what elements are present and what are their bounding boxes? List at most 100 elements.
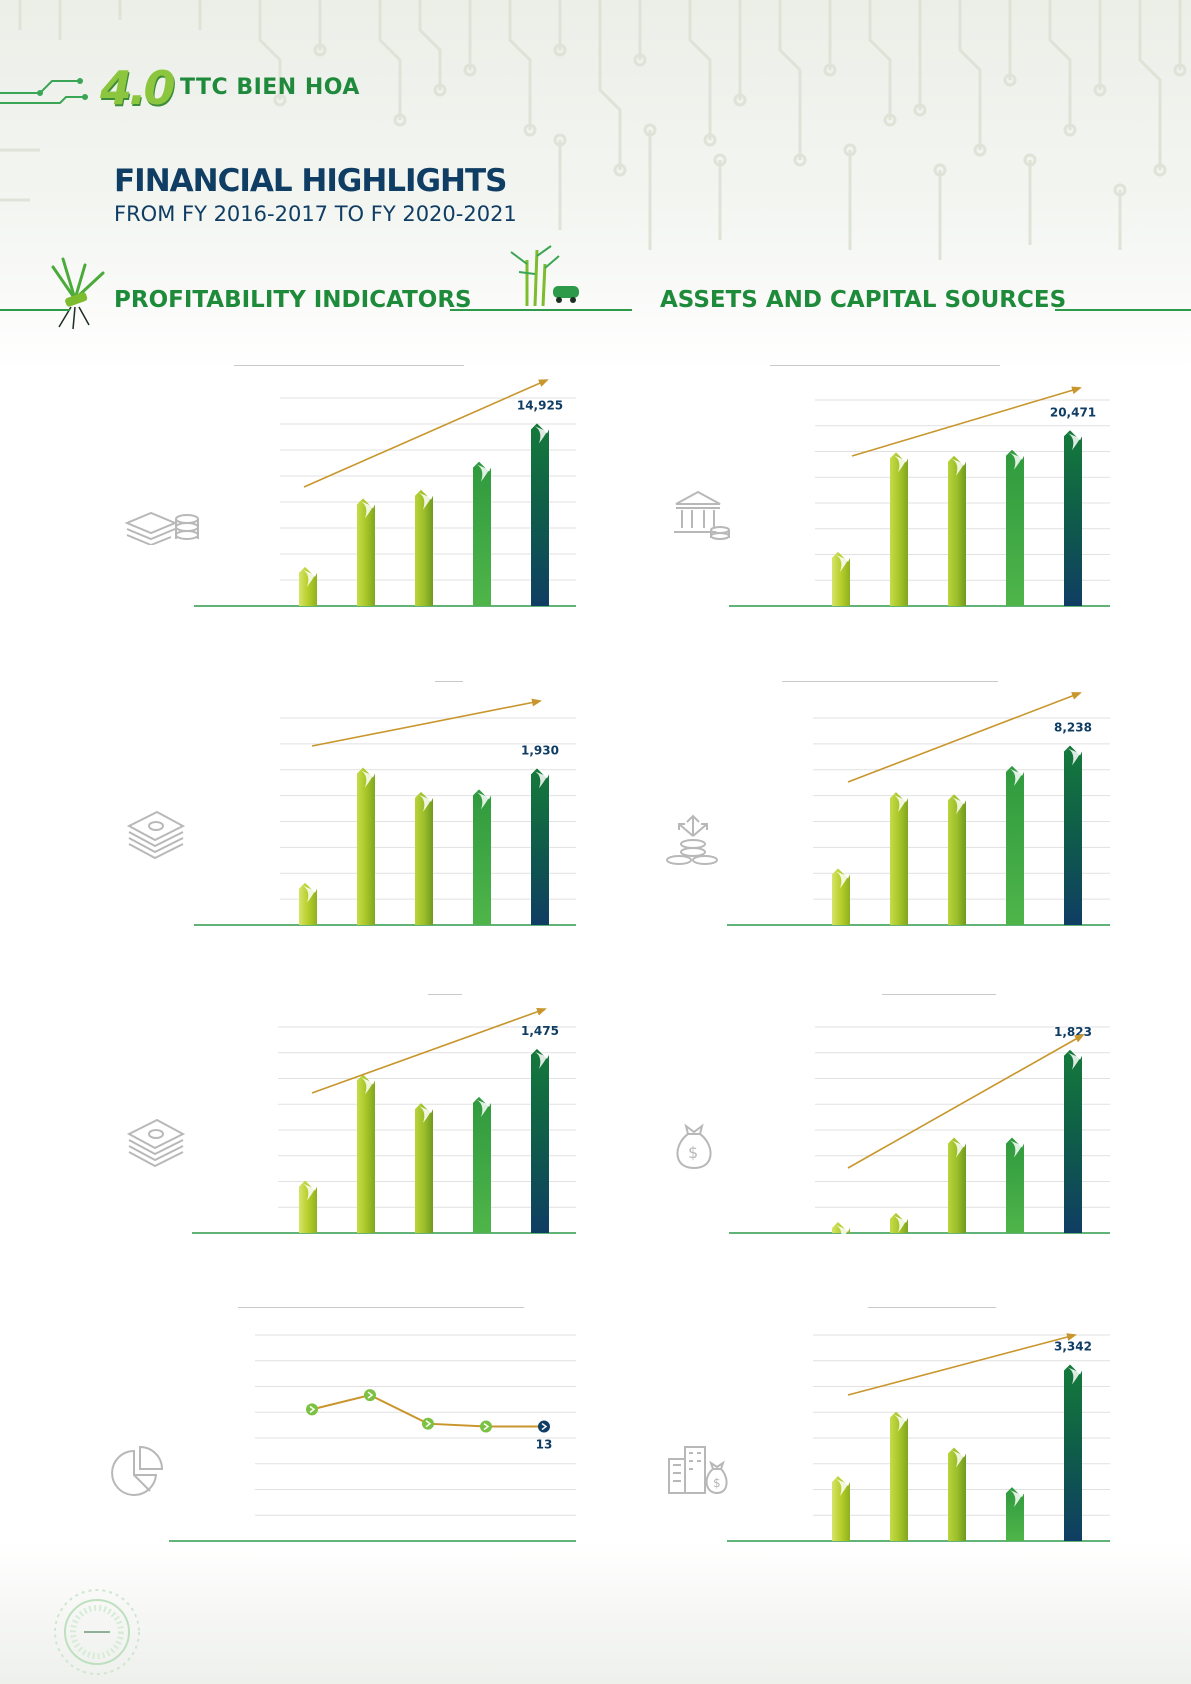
chart1-bar [473, 461, 491, 606]
circuit-trace [508, 0, 532, 130]
chart2-bar-leaf [952, 458, 964, 476]
chart4-trend-arrow [847, 692, 1082, 783]
circuit-node [913, 103, 927, 117]
chart4-bar [890, 792, 908, 925]
chart3-bar-leaf [419, 794, 431, 812]
chart4-bar [832, 868, 850, 925]
chart5-title-placeholder [428, 994, 462, 995]
chart4-bar-leaf [1068, 748, 1080, 766]
left-rule-a [0, 309, 70, 311]
chart8-bar [890, 1411, 908, 1541]
circuit-node [433, 83, 447, 97]
chart2-bar-leaf [1010, 452, 1022, 470]
chart8-title-placeholder [868, 1307, 996, 1308]
sugarcane-car-icon [510, 245, 579, 307]
chart6-bar [890, 1212, 908, 1233]
chart5-bar-leaf [303, 1183, 315, 1201]
cash-stack-icon-1 [127, 810, 185, 860]
chart7-point [422, 1417, 434, 1430]
chart4-title-placeholder [782, 681, 998, 682]
chart1-bar-leaf [303, 569, 315, 587]
brand-logo: 4.0 TTC BIEN HOA [0, 55, 420, 135]
chart1-bar-leaf [477, 464, 489, 482]
chart6-bar-leaf [894, 1215, 906, 1233]
chart3-trend-arrow [311, 698, 542, 747]
chart2-bar-leaf [836, 554, 848, 572]
circuit-node [973, 143, 987, 157]
chart1-bar [531, 423, 549, 606]
chart3-bar [531, 768, 549, 925]
circuit-trace [598, 0, 622, 170]
chart6-bar [1064, 1049, 1082, 1233]
circuit-node [313, 43, 327, 57]
circuit-node [553, 133, 567, 147]
sugarcane-root-icon [51, 257, 105, 330]
chart3-value-label: 1,930 [521, 743, 559, 757]
chart1-bar [415, 489, 433, 606]
chart2-bar [832, 551, 850, 606]
chart1-bar-leaf [361, 501, 373, 519]
circuit-node [1093, 83, 1107, 97]
circuit-node [1113, 183, 1127, 197]
chart8-value-label: 3,342 [1054, 1339, 1092, 1353]
chart8-bar-leaf [1010, 1490, 1022, 1508]
chart6-value-label: 1,823 [1054, 1025, 1092, 1039]
chart8-bar [832, 1476, 850, 1541]
chart7-point [538, 1420, 550, 1433]
chart3-title-placeholder [435, 681, 463, 682]
right-rule [1055, 309, 1191, 311]
page-subtitle: FROM FY 2016-2017 TO FY 2020-2021 [114, 202, 517, 226]
chart7-point [306, 1403, 318, 1416]
chart2-trend-arrow [851, 386, 1082, 457]
footer-emblem [54, 1589, 140, 1675]
chart8-bar [948, 1447, 966, 1541]
chart6-trend-arrow [847, 1034, 1085, 1169]
chart2-bar-leaf [1068, 433, 1080, 451]
chart5-bar-leaf [535, 1051, 547, 1069]
chart6-bar [1006, 1137, 1024, 1233]
circuit-node [1153, 163, 1167, 177]
circuit-node [713, 153, 727, 167]
chart6-bar-leaf [952, 1140, 964, 1158]
bank-icon [674, 490, 730, 540]
circuit-trace [378, 0, 402, 120]
chart8-trend-arrow [847, 1333, 1077, 1396]
chart3-bar [473, 789, 491, 925]
page-title: FINANCIAL HIGHLIGHTS [114, 163, 507, 199]
money-coins-icon [125, 511, 199, 545]
circuit-node [883, 113, 897, 127]
chart7-point-mark [425, 1420, 432, 1428]
circuit-pattern [0, 0, 1187, 260]
chart1-title-placeholder [234, 365, 464, 366]
chart3-bar-leaf [303, 885, 315, 903]
chart8-bar [1064, 1364, 1082, 1541]
logo-mark: 4.0 [100, 61, 175, 115]
chart4-bar [1064, 745, 1082, 925]
chart2-value-label: 20,471 [1050, 405, 1096, 419]
chart5-value-label: 1,475 [521, 1024, 559, 1038]
chart5-bar [299, 1180, 317, 1233]
circuit-trace [688, 0, 712, 140]
chart7-title-placeholder [238, 1307, 524, 1308]
chart5-bar [357, 1074, 375, 1233]
left-rule-b [450, 309, 632, 311]
header-background [0, 0, 1191, 370]
chart6-bar [948, 1137, 966, 1233]
chart4-bar-leaf [836, 871, 848, 889]
circuit-node [703, 133, 717, 147]
chart2-bar [1006, 449, 1024, 606]
chart4-bar-leaf [1010, 768, 1022, 786]
chart2-title-placeholder [770, 365, 1000, 366]
footer-background [0, 1540, 1191, 1684]
circuit-node [523, 123, 537, 137]
circuit-node [1063, 123, 1077, 137]
chart1-value-label: 14,925 [517, 398, 563, 412]
brand-name: TTC BIEN HOA [180, 75, 360, 100]
chart8-bar-leaf [836, 1479, 848, 1497]
chart6-bar-leaf [1010, 1140, 1022, 1158]
chart8-bar-leaf [894, 1414, 906, 1432]
chart2-bar [1064, 430, 1082, 606]
circuit-trace [778, 0, 802, 160]
circuit-node [273, 93, 287, 107]
